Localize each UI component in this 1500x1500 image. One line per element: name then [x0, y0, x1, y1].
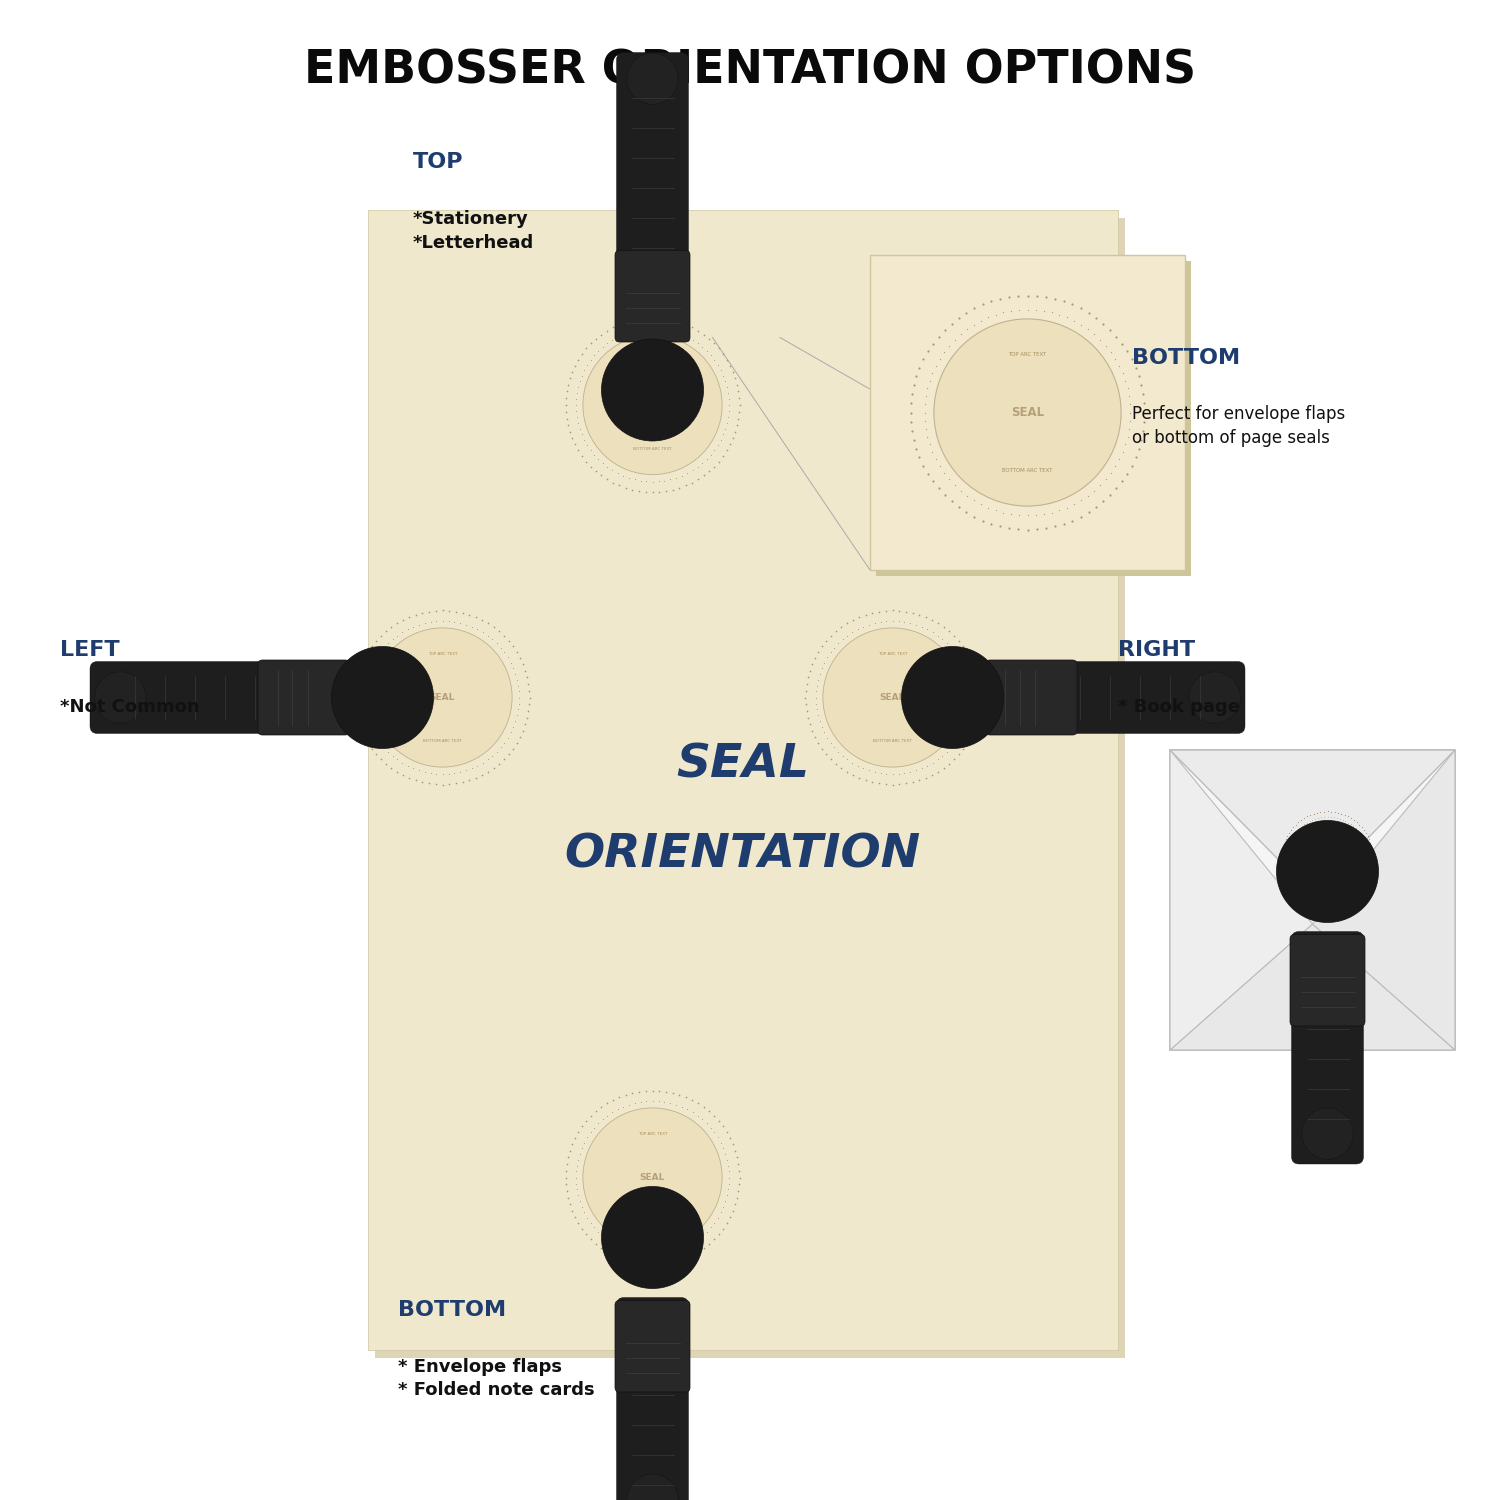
Circle shape [584, 336, 722, 474]
Text: RIGHT: RIGHT [1118, 640, 1194, 660]
Text: TOP ARC TEXT: TOP ARC TEXT [427, 652, 458, 656]
Text: BOTTOM: BOTTOM [398, 1300, 506, 1320]
Ellipse shape [627, 53, 678, 105]
Text: SEAL: SEAL [640, 400, 664, 410]
Polygon shape [1170, 750, 1455, 894]
Text: TOP ARC TEXT: TOP ARC TEXT [638, 360, 668, 363]
Ellipse shape [94, 672, 146, 723]
Text: SEAL: SEAL [640, 1173, 664, 1182]
FancyBboxPatch shape [615, 1300, 690, 1392]
Text: TOP ARC TEXT: TOP ARC TEXT [1317, 833, 1338, 836]
Text: SEAL: SEAL [430, 693, 454, 702]
Ellipse shape [627, 1474, 678, 1500]
FancyBboxPatch shape [258, 660, 350, 735]
FancyBboxPatch shape [616, 1298, 688, 1500]
Text: BOTTOM ARC TEXT: BOTTOM ARC TEXT [423, 740, 462, 742]
Text: LEFT: LEFT [60, 640, 120, 660]
Ellipse shape [1302, 1108, 1353, 1160]
Text: SEAL: SEAL [880, 693, 904, 702]
Text: BOTTOM ARC TEXT: BOTTOM ARC TEXT [633, 447, 672, 450]
Polygon shape [1170, 750, 1312, 1050]
FancyBboxPatch shape [368, 210, 1118, 1350]
Text: EMBOSSER ORIENTATION OPTIONS: EMBOSSER ORIENTATION OPTIONS [304, 48, 1196, 93]
Polygon shape [1170, 924, 1455, 1050]
Text: BOTTOM ARC TEXT: BOTTOM ARC TEXT [1002, 468, 1053, 474]
Text: *Not Common: *Not Common [60, 698, 200, 715]
Circle shape [1292, 821, 1364, 892]
Text: BOTTOM ARC TEXT: BOTTOM ARC TEXT [633, 1220, 672, 1222]
Ellipse shape [1190, 672, 1240, 723]
FancyBboxPatch shape [1013, 662, 1245, 734]
Text: TOP ARC TEXT: TOP ARC TEXT [878, 652, 908, 656]
Text: TOP ARC TEXT: TOP ARC TEXT [638, 1132, 668, 1136]
Text: SEAL: SEAL [676, 742, 808, 788]
Text: * Book page: * Book page [1118, 698, 1239, 715]
FancyBboxPatch shape [1292, 932, 1364, 1164]
Circle shape [332, 646, 434, 748]
Text: TOP ARC TEXT: TOP ARC TEXT [1008, 351, 1047, 357]
Circle shape [584, 1108, 722, 1246]
FancyBboxPatch shape [375, 217, 1125, 1358]
Text: TOP: TOP [413, 153, 464, 173]
Text: *Stationery
*Letterhead: *Stationery *Letterhead [413, 210, 534, 252]
FancyBboxPatch shape [876, 261, 1191, 576]
FancyBboxPatch shape [870, 255, 1185, 570]
FancyBboxPatch shape [1290, 934, 1365, 1026]
Circle shape [902, 646, 1004, 748]
Text: ORIENTATION: ORIENTATION [564, 833, 921, 878]
Text: SEAL: SEAL [1011, 406, 1044, 418]
Circle shape [934, 320, 1120, 506]
Circle shape [602, 339, 703, 441]
Circle shape [1276, 821, 1378, 922]
FancyBboxPatch shape [1170, 750, 1455, 1050]
Text: BOTTOM: BOTTOM [1132, 348, 1240, 368]
Circle shape [602, 1186, 703, 1288]
Polygon shape [1312, 750, 1455, 1050]
Text: SEAL: SEAL [1318, 853, 1336, 859]
FancyBboxPatch shape [986, 660, 1077, 735]
Text: BOTTOM ARC TEXT: BOTTOM ARC TEXT [1314, 878, 1341, 880]
FancyBboxPatch shape [615, 251, 690, 342]
Circle shape [824, 628, 962, 766]
Text: BOTTOM ARC TEXT: BOTTOM ARC TEXT [873, 740, 912, 742]
Text: * Envelope flaps
* Folded note cards: * Envelope flaps * Folded note cards [398, 1358, 594, 1400]
FancyBboxPatch shape [616, 53, 688, 285]
Circle shape [374, 628, 512, 766]
FancyBboxPatch shape [90, 662, 322, 734]
Text: Perfect for envelope flaps
or bottom of page seals: Perfect for envelope flaps or bottom of … [1132, 405, 1346, 447]
